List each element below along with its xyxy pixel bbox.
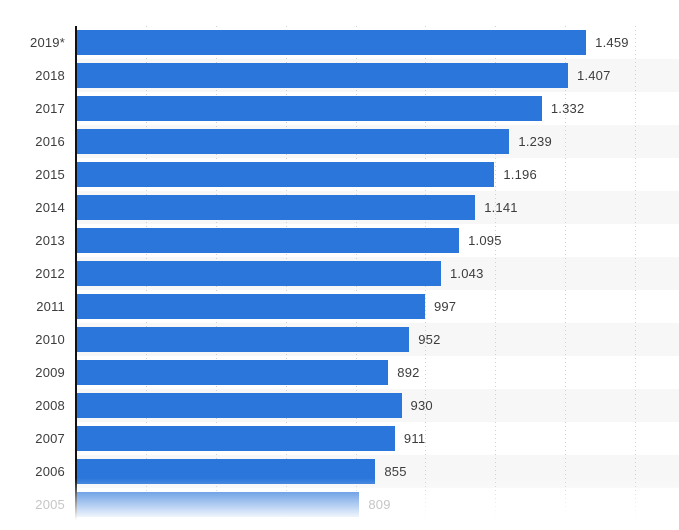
value-label: 1.043 xyxy=(449,266,484,281)
value-label: 930 xyxy=(410,398,433,413)
bar-2011[interactable] xyxy=(77,293,425,320)
value-label: 809 xyxy=(368,497,391,512)
bar-2010[interactable] xyxy=(77,326,410,353)
value-label: 911 xyxy=(403,431,426,446)
category-label: 2014 xyxy=(35,200,65,215)
bar-2017[interactable] xyxy=(77,95,542,122)
bar-2018[interactable] xyxy=(77,62,569,89)
bar-2012[interactable] xyxy=(77,260,441,287)
category-label: 2015 xyxy=(35,167,65,182)
gridline-1400 xyxy=(565,26,567,521)
gridline-1600 xyxy=(634,26,636,521)
bar-2013[interactable] xyxy=(77,227,460,254)
category-label: 2009 xyxy=(35,365,65,380)
bar-2009[interactable] xyxy=(77,359,389,386)
category-label: 2013 xyxy=(35,233,65,248)
value-label: 997 xyxy=(433,299,457,314)
bar-2019[interactable] xyxy=(77,29,587,56)
bar-2008[interactable] xyxy=(77,392,402,419)
category-label: 2017 xyxy=(35,101,65,116)
category-label: 2010 xyxy=(35,332,65,347)
category-label: 2011 xyxy=(36,299,65,314)
bar-2007[interactable] xyxy=(77,425,395,452)
value-label: 1.095 xyxy=(468,233,502,248)
category-label: 2012 xyxy=(35,266,65,281)
value-label: 855 xyxy=(384,464,407,479)
value-label: 1.141 xyxy=(484,200,518,215)
value-label: 1.459 xyxy=(595,35,629,50)
category-label: 2019* xyxy=(30,35,65,50)
category-label: 2008 xyxy=(35,398,65,413)
category-label: 2018 xyxy=(35,68,65,83)
category-label: 2006 xyxy=(35,464,65,479)
value-label: 1.407 xyxy=(577,68,611,83)
value-label: 952 xyxy=(418,332,441,347)
category-label: 2005 xyxy=(35,497,65,512)
bar-2014[interactable] xyxy=(77,194,476,221)
bar-2015[interactable] xyxy=(77,161,495,188)
y-axis-line xyxy=(75,26,77,521)
value-label: 892 xyxy=(397,365,420,380)
value-label: 1.239 xyxy=(518,134,552,149)
bar-2016[interactable] xyxy=(77,128,510,155)
value-label: 1.196 xyxy=(503,167,537,182)
gridline-1200 xyxy=(495,26,497,521)
category-label: 2016 xyxy=(35,134,65,149)
category-label: 2007 xyxy=(35,431,65,446)
value-label: 1.332 xyxy=(550,101,585,116)
